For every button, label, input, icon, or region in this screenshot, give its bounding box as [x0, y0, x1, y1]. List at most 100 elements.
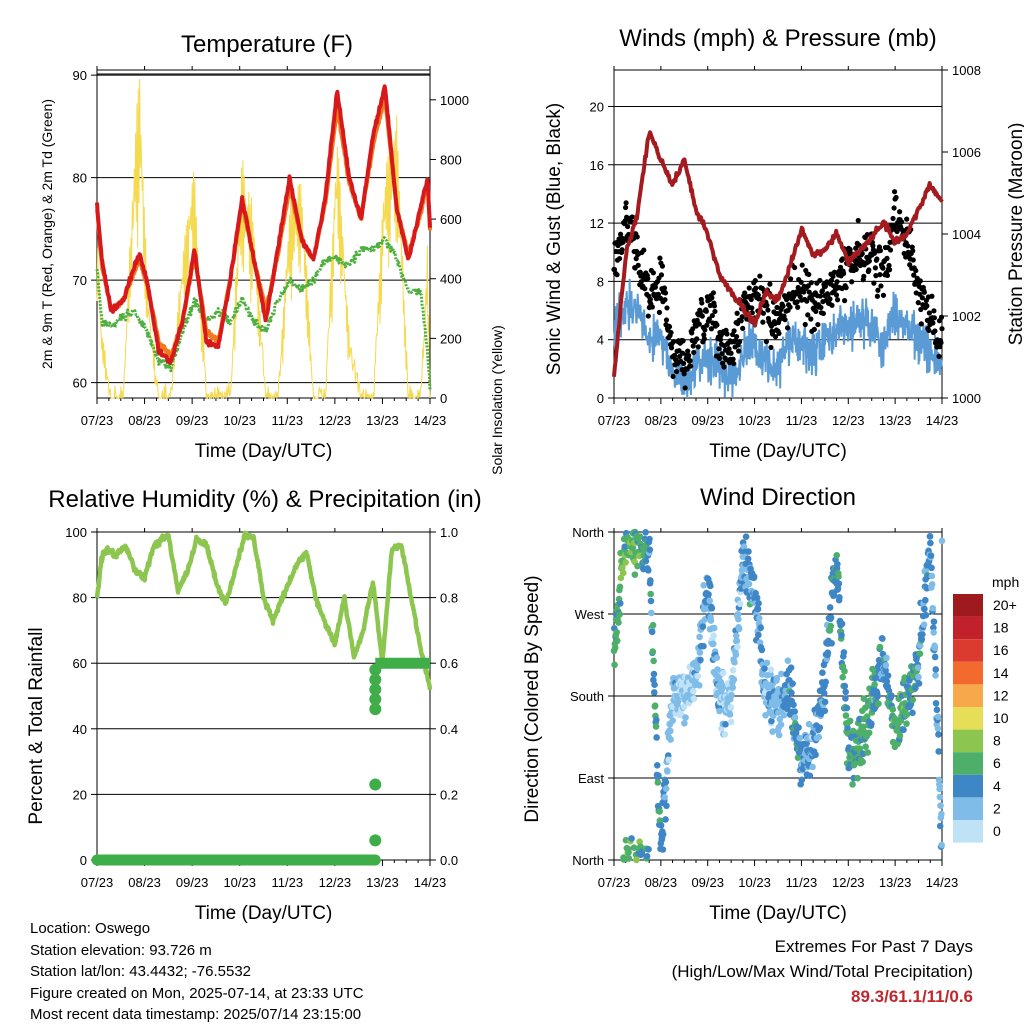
legend-label: 4 — [993, 778, 1001, 794]
gust-point — [784, 325, 791, 331]
gust-point — [917, 278, 923, 284]
gust-point — [825, 292, 831, 298]
direction-point — [915, 673, 922, 681]
wind-pressure-chart: Winds (mph) & Pressure (mb) 07/23 08/23 09/… — [544, 25, 1024, 462]
gust-point — [764, 302, 770, 308]
direction-point — [661, 793, 668, 801]
direction-point — [780, 711, 788, 719]
direction-point — [716, 707, 723, 715]
y-tick-label: 100 — [65, 525, 87, 540]
direction-point — [709, 640, 717, 648]
gust-point — [658, 272, 665, 278]
gust-point — [861, 273, 867, 279]
direction-point — [621, 543, 629, 551]
direction-point — [633, 856, 640, 864]
precip-point — [369, 703, 382, 716]
gust-point — [650, 270, 656, 276]
direction-point — [927, 539, 934, 547]
direction-point — [767, 671, 774, 678]
direction-point — [777, 670, 785, 678]
gust-point — [834, 279, 840, 285]
direction-point — [646, 546, 654, 554]
gust-point — [647, 296, 653, 302]
gust-point — [806, 289, 812, 295]
gust-point — [886, 262, 892, 269]
direction-point — [928, 581, 936, 588]
gust-point — [849, 279, 855, 285]
gust-point — [890, 215, 896, 222]
latlon-label: Station lat/lon: 43.4432; -76.5532 — [30, 963, 252, 980]
direction-point — [662, 816, 669, 823]
x-axis-label: Time (Day/UTC) — [195, 903, 333, 924]
direction-point — [654, 779, 662, 786]
y2-tick-label: 0.0 — [440, 853, 458, 868]
direction-point — [630, 844, 638, 852]
y-axis-label: Percent & Total Rainfall — [26, 627, 47, 824]
x-tick-label: 10/23 — [223, 875, 256, 890]
gust-point — [728, 350, 734, 356]
direction-point — [694, 665, 701, 673]
direction-point — [733, 637, 741, 645]
chart-title: Relative Humidity (%) & Precipitation (i… — [48, 486, 481, 513]
gust-point — [776, 330, 782, 337]
gust-point — [853, 245, 859, 251]
direction-point — [659, 831, 667, 838]
direction-point — [706, 597, 714, 605]
direction-point — [936, 793, 944, 801]
x-tick-label: 12/23 — [319, 413, 352, 428]
direction-point — [846, 717, 854, 725]
gust-point — [671, 352, 678, 359]
gust-point — [818, 304, 824, 311]
gust-point — [661, 285, 668, 291]
gust-point — [795, 284, 801, 291]
direction-point — [938, 841, 946, 849]
direction-point — [812, 751, 819, 759]
direction-point — [700, 582, 708, 589]
gust-point — [719, 351, 725, 357]
gust-point — [701, 332, 707, 338]
gust-point — [798, 279, 804, 285]
direction-point — [628, 835, 635, 842]
gust-point — [710, 290, 717, 296]
direction-point — [903, 720, 910, 727]
direction-point — [928, 572, 936, 580]
legend-swatch — [953, 661, 983, 685]
gust-point — [659, 263, 666, 269]
gust-point — [884, 272, 891, 279]
series-line-relative-humidity — [94, 530, 433, 691]
legend-label: 10 — [993, 710, 1009, 726]
direction-point — [931, 644, 939, 652]
gust-point — [703, 308, 709, 314]
direction-point — [690, 695, 698, 702]
direction-point — [680, 703, 688, 711]
direction-point — [929, 604, 937, 612]
direction-point — [914, 664, 922, 672]
gust-point — [808, 316, 814, 322]
direction-point — [616, 611, 623, 618]
gust-point — [717, 336, 724, 343]
gust-point — [657, 255, 663, 261]
gust-point — [782, 317, 788, 323]
y2-tick-label: 800 — [440, 152, 462, 167]
direction-point — [613, 628, 620, 636]
direction-point — [707, 582, 714, 590]
gust-point — [815, 321, 821, 328]
x-tick-label: 08/23 — [645, 413, 678, 428]
x-tick-label: 11/23 — [786, 875, 818, 890]
y-tick-label: 20 — [73, 787, 87, 802]
gust-point — [931, 308, 937, 314]
chart-title: Wind Direction — [700, 484, 856, 511]
direction-point — [644, 567, 652, 574]
gust-point — [731, 328, 737, 334]
x-tick-label: 14/23 — [926, 875, 959, 890]
direction-point — [775, 731, 783, 739]
direction-point — [735, 625, 743, 633]
direction-point — [860, 695, 868, 703]
direction-point — [806, 772, 814, 780]
direction-point — [927, 552, 935, 559]
direction-point — [809, 763, 816, 771]
gust-point — [877, 272, 883, 278]
direction-point — [707, 617, 715, 624]
direction-point — [938, 537, 946, 545]
gust-point — [695, 344, 701, 350]
